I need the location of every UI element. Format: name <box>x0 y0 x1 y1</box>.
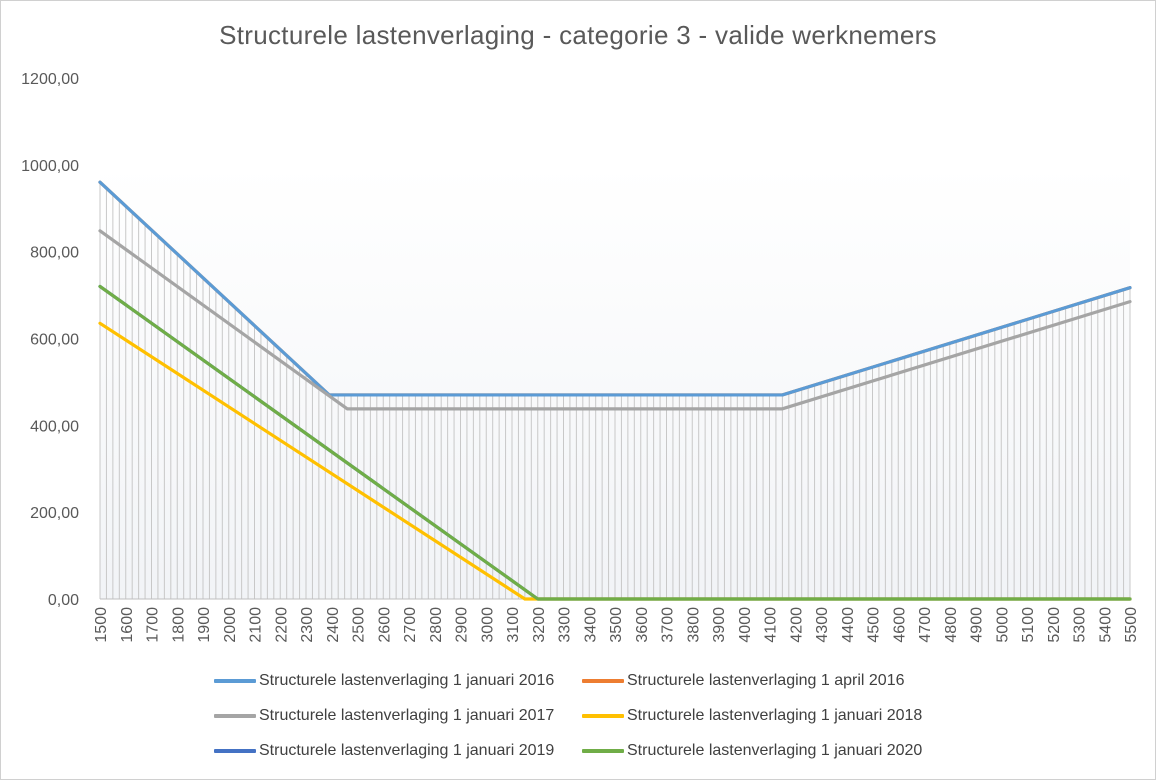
x-tick-label: 2300 <box>299 607 316 643</box>
y-tick-label: 1000,00 <box>21 158 79 175</box>
x-tick-label: 5100 <box>1020 607 1037 643</box>
x-tick-label: 4400 <box>840 607 857 643</box>
y-tick-label: 400,00 <box>30 418 79 435</box>
y-tick-label: 600,00 <box>30 332 79 349</box>
y-tick-label: 800,00 <box>30 245 79 262</box>
y-tick-label: 200,00 <box>30 505 79 522</box>
x-tick-label: 3900 <box>711 607 728 643</box>
x-tick-label: 3300 <box>557 607 574 643</box>
x-tick-label: 1800 <box>170 607 187 643</box>
x-tick-label: 2600 <box>376 607 393 643</box>
x-tick-label: 4600 <box>891 607 908 643</box>
x-tick-label: 4900 <box>969 607 986 643</box>
y-tick-label: 1200,00 <box>21 71 79 88</box>
x-tick-label: 4800 <box>943 607 960 643</box>
x-tick-label: 2900 <box>454 607 471 643</box>
x-tick-label: 2000 <box>222 607 239 643</box>
x-tick-label: 4300 <box>814 607 831 643</box>
x-tick-label: 5400 <box>1097 607 1114 643</box>
x-tick-label: 2200 <box>273 607 290 643</box>
series-line <box>98 229 1132 411</box>
x-tick-label: 1600 <box>119 607 136 643</box>
x-tick-label: 2700 <box>402 607 419 643</box>
y-tick-label: 0,00 <box>48 592 79 609</box>
chart-title: Structurele lastenverlaging - categorie … <box>219 20 937 50</box>
x-tick-label: 3200 <box>531 607 548 643</box>
x-tick-label: 5500 <box>1123 607 1140 643</box>
x-tick-label: 3100 <box>505 607 522 643</box>
x-tick-label: 1900 <box>196 607 213 643</box>
x-tick-label: 5300 <box>1072 607 1089 643</box>
series-line <box>98 284 1132 601</box>
x-tick-label: 4700 <box>917 607 934 643</box>
x-tick-label: 3600 <box>634 607 651 643</box>
x-tick-label: 3700 <box>660 607 677 643</box>
drop-lines <box>99 182 1131 599</box>
x-tick-label: 1700 <box>145 607 162 643</box>
x-tick-label: 4500 <box>866 607 883 643</box>
series-line <box>98 180 1132 397</box>
x-tick-label: 5200 <box>1046 607 1063 643</box>
x-tick-label: 3500 <box>608 607 625 643</box>
x-tick-label: 3000 <box>479 607 496 643</box>
x-tick-label: 2800 <box>428 607 445 643</box>
x-tick-label: 3800 <box>685 607 702 643</box>
x-tick-label: 2400 <box>325 607 342 643</box>
x-tick-label: 4100 <box>763 607 780 643</box>
x-tick-label: 1500 <box>93 607 110 643</box>
x-tick-label: 2100 <box>248 607 265 643</box>
x-tick-label: 4200 <box>788 607 805 643</box>
x-tick-label: 4000 <box>737 607 754 643</box>
x-tick-label: 3400 <box>582 607 599 643</box>
x-tick-label: 2500 <box>351 607 368 643</box>
x-tick-label: 5000 <box>994 607 1011 643</box>
